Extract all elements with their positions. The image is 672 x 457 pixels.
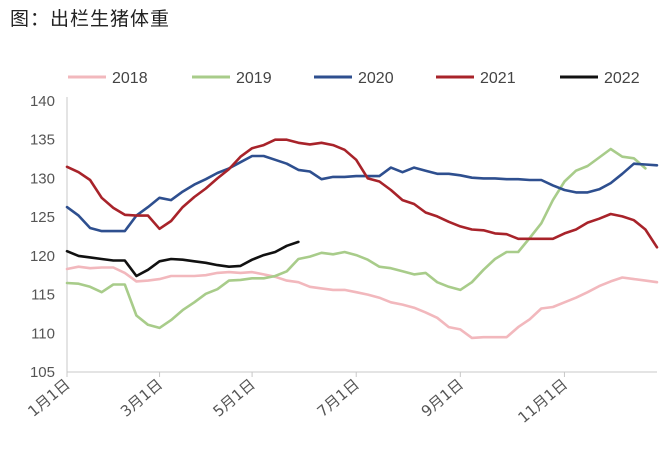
legend-label-2020: 2020 — [358, 70, 394, 87]
y-tick-label: 110 — [31, 325, 55, 342]
x-tick-label: 11月1日 — [515, 375, 571, 426]
y-tick-labels: 105 110 115 120 125 130 135 140 — [30, 93, 55, 381]
y-tick-label: 140 — [30, 93, 55, 110]
y-tick-label: 130 — [30, 170, 55, 187]
axes — [66, 97, 657, 373]
legend-label-2018: 2018 — [112, 70, 148, 87]
y-tick-label: 105 — [30, 364, 55, 381]
series-line-2020 — [65, 154, 659, 233]
x-tick-label: 7月1日 — [314, 375, 363, 420]
x-tick-label: 5月1日 — [209, 375, 258, 420]
x-tick-label: 9月1日 — [418, 375, 467, 420]
y-tick-label: 120 — [30, 248, 55, 265]
legend: 2018 2019 2020 2021 2022 — [68, 70, 640, 87]
series-line-2018 — [65, 265, 659, 340]
series-line-2021 — [65, 138, 659, 249]
series-layer — [65, 138, 659, 340]
x-tick-labels: 1月1日 3月1日 5月1日 7月1日 9月1日 11月1日 — [24, 372, 571, 427]
legend-label-2022: 2022 — [604, 70, 640, 87]
y-tick-label: 115 — [31, 287, 55, 304]
x-tick-label: 1月1日 — [24, 375, 73, 420]
legend-label-2019: 2019 — [236, 70, 272, 87]
x-tick-label: 3月1日 — [117, 375, 166, 420]
legend-label-2021: 2021 — [480, 70, 516, 87]
y-tick-label: 125 — [30, 209, 55, 226]
series-line-2019 — [65, 147, 647, 330]
series-line-2022 — [65, 240, 300, 278]
y-tick-label: 135 — [30, 132, 55, 149]
chart-title: 图：出栏生猪体重 — [10, 8, 171, 30]
